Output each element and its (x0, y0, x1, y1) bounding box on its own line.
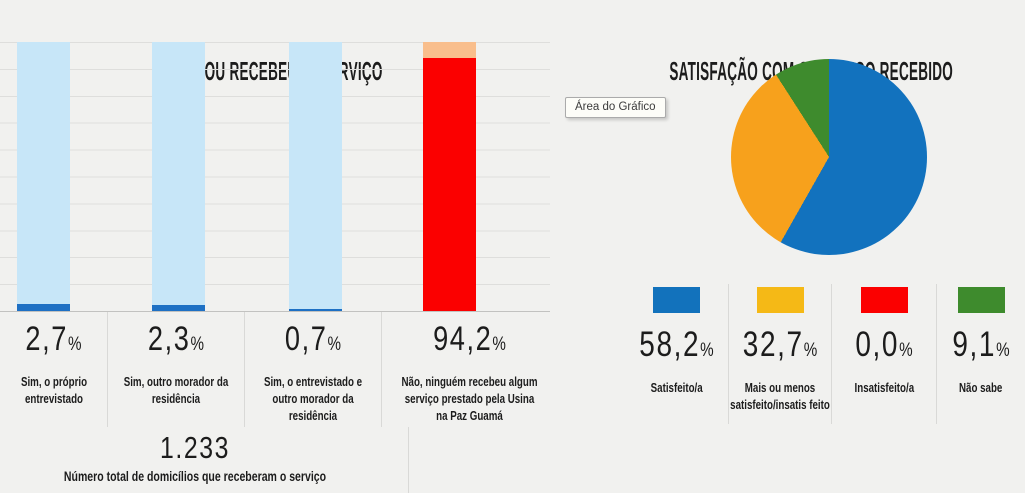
legend-label: Insatisfeito/a (854, 380, 914, 395)
bar-value-segment (289, 309, 342, 311)
bar-chart-title[interactable]: FEZ OU RECEBEU O SERVIÇO (0, 6, 557, 84)
legend-item-nao-sabe: 9,1% Não sabe (936, 284, 1025, 424)
total-households-value: 1.233 (159, 430, 231, 465)
legend-label: Mais ou menos satisfeito/insatis feito (730, 380, 830, 412)
bar-value-segment (152, 304, 205, 311)
bar-value-label: 2,7% (25, 320, 82, 358)
percent-sign: % (899, 340, 913, 361)
bar-chart-footer: 1.233 Número total de domicílios que rec… (0, 427, 390, 484)
legend-value: 0,0% (855, 325, 913, 364)
chart-area-tooltip: Área do Gráfico (565, 97, 666, 118)
bar-category-label: Sim, outro morador da residência (123, 374, 229, 406)
bar-value-label: 0,7% (284, 320, 342, 358)
percent-sign: % (327, 334, 342, 355)
legend-item-mais-ou-menos: 32,7% Mais ou menos satisfeito/insatis f… (728, 284, 831, 424)
legend-value: 32,7% (742, 325, 818, 364)
bar-category-label: Não, ninguém recebeu algum serviço prest… (401, 374, 538, 423)
bar-value-label: 2,3% (147, 320, 205, 358)
bar-value-segment (423, 57, 476, 311)
bar-remainder-segment (289, 42, 342, 310)
bar-category-label: Sim, o entrevistado e outro morador da r… (263, 374, 363, 423)
bar-value-segment (17, 303, 70, 311)
pie-chart-title[interactable]: SATISFAÇÃO COM O SERVIÇO RECEBIDO (557, 6, 1025, 84)
percent-sign: % (700, 340, 714, 361)
pie-legend-row: 58,2% Satisfeito/a 32,7% Mais ou menos s… (625, 284, 1025, 424)
legend-label: Não sabe (959, 380, 1003, 395)
bar-label-cell: 2,3% Sim, outro morador da residência (107, 312, 244, 427)
bar-nao-ninguem[interactable] (423, 42, 476, 311)
bar-label-cell: 94,2% Não, ninguém recebeu algum serviço… (381, 312, 557, 427)
bar-remainder-segment (17, 42, 70, 304)
bar-sim-proprio[interactable] (17, 42, 70, 311)
bar-remainder-segment (152, 42, 205, 305)
bar-label-cell: 0,7% Sim, o entrevistado e outro morador… (244, 312, 381, 427)
legend-label: Satisfeito/a (650, 380, 703, 395)
bar-value-label: 94,2% (433, 320, 506, 358)
legend-swatch[interactable] (756, 287, 804, 313)
bar-sim-entrevistado-e-outro[interactable] (289, 42, 342, 311)
bar-label-row: 2,7% Sim, o próprio entrevistado 2,3% Si… (0, 312, 557, 427)
bar-category-label: Sim, o próprio entrevistado (20, 374, 87, 406)
legend-value: 9,1% (952, 325, 1010, 364)
legend-value: 58,2% (639, 325, 714, 364)
percent-sign: % (190, 334, 205, 355)
legend-swatch[interactable] (653, 287, 700, 313)
percent-sign: % (803, 340, 818, 361)
percent-sign: % (492, 334, 506, 355)
bar-label-cell: 2,7% Sim, o próprio entrevistado (0, 312, 107, 427)
bar-remainder-segment (423, 42, 476, 58)
percent-sign: % (68, 334, 82, 355)
legend-swatch[interactable] (957, 287, 1005, 313)
footer-divider (408, 427, 409, 493)
percent-sign: % (996, 340, 1010, 361)
legend-item-insatisfeito: 0,0% Insatisfeito/a (831, 284, 936, 424)
legend-item-satisfeito: 58,2% Satisfeito/a (625, 284, 728, 424)
bar-sim-outro-morador[interactable] (152, 42, 205, 311)
total-households-caption: Número total de domicílios que receberam… (63, 469, 327, 484)
legend-swatch[interactable] (860, 287, 908, 313)
bar-chart-plot-area[interactable] (0, 42, 550, 312)
pie[interactable] (731, 59, 927, 255)
